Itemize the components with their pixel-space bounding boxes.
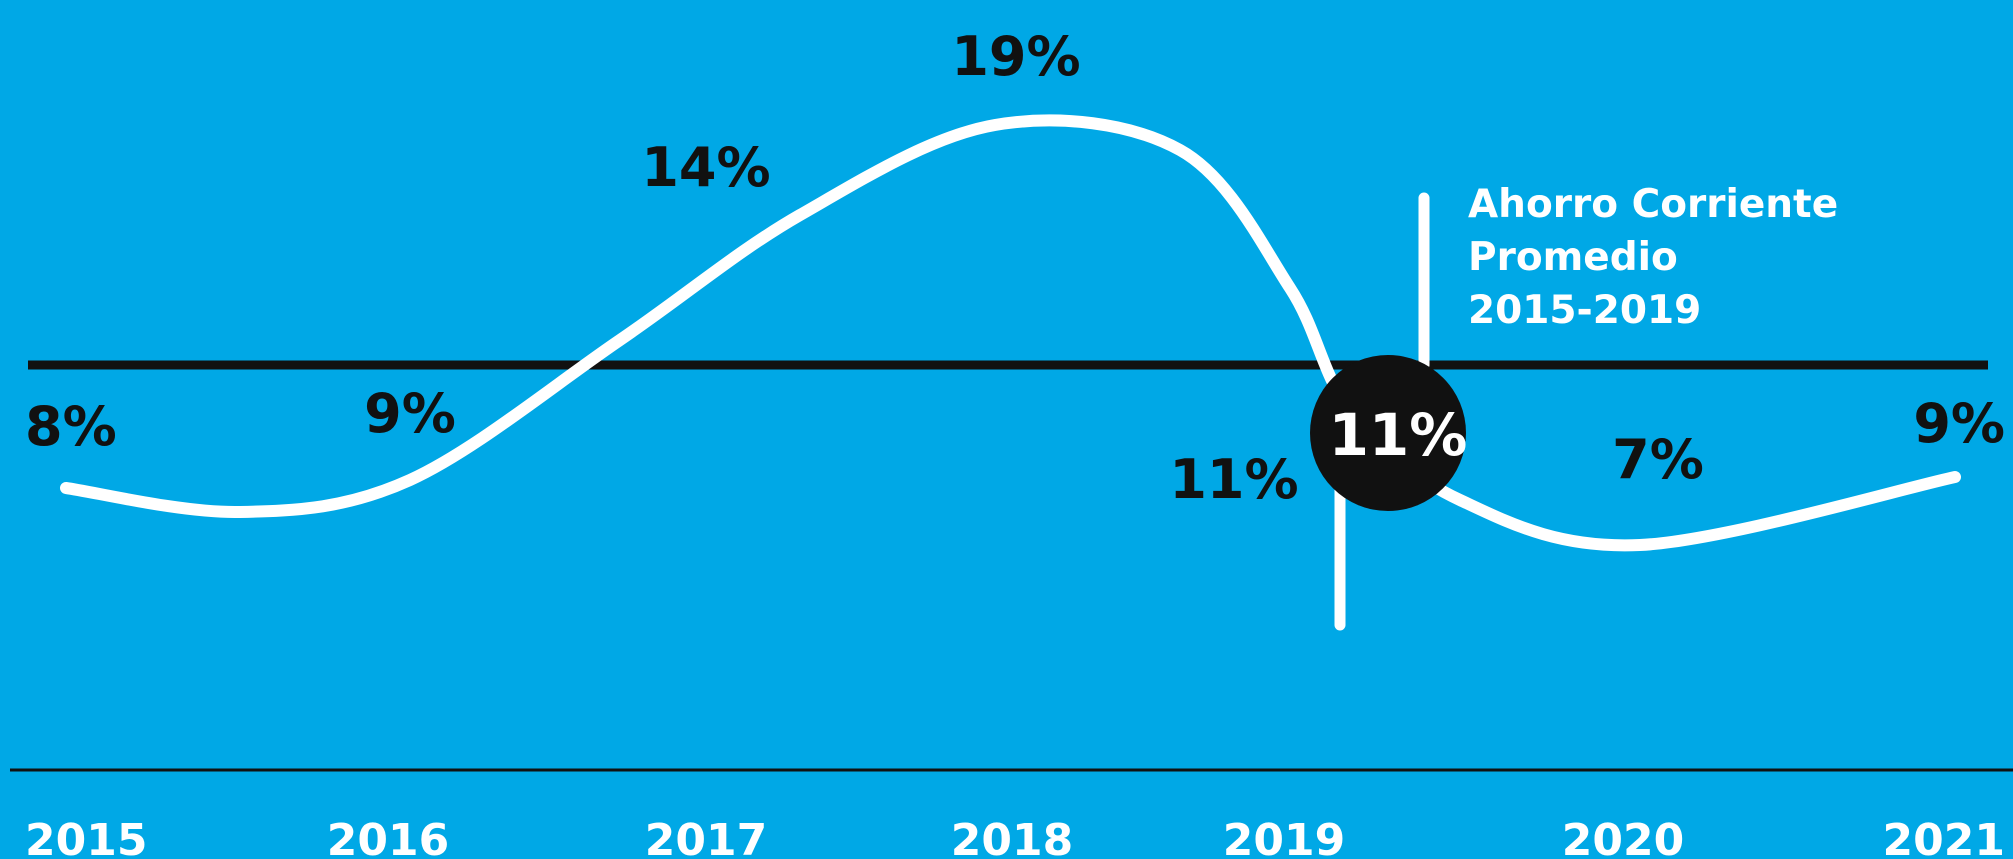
x-tick-label-2021: 2021 bbox=[1883, 815, 2005, 859]
data-label-2015: 8% bbox=[25, 395, 117, 458]
data-label-2016: 9% bbox=[364, 382, 456, 445]
annotation-line-2: Promedio bbox=[1468, 235, 1678, 280]
average-marker bbox=[1310, 355, 1466, 511]
x-tick-label-2016: 2016 bbox=[327, 815, 449, 859]
x-tick-label-2015: 2015 bbox=[25, 815, 147, 859]
data-label-2017: 14% bbox=[641, 136, 770, 199]
series-line bbox=[60, 114, 1961, 552]
x-axis-tick-labels: 2015 2016 2017 2018 2019 2020 2021 bbox=[25, 815, 2005, 859]
data-label-2020: 7% bbox=[1612, 428, 1704, 491]
x-tick-label-2019: 2019 bbox=[1223, 815, 1345, 859]
average-marker-label: 11% bbox=[1329, 401, 1468, 469]
annotation-line-1: Ahorro Corriente bbox=[1468, 182, 1838, 227]
data-label-2018: 19% bbox=[951, 25, 1080, 88]
data-labels: 8% 9% 14% 19% 11% 7% 9% bbox=[25, 25, 2005, 511]
x-tick-label-2020: 2020 bbox=[1562, 815, 1684, 859]
data-label-2021: 9% bbox=[1913, 392, 2005, 455]
x-tick-label-2018: 2018 bbox=[951, 815, 1073, 859]
annotation-line-3: 2015-2019 bbox=[1468, 288, 1701, 333]
average-annotation: Ahorro Corriente Promedio 2015-2019 bbox=[1468, 182, 1852, 333]
data-label-2019: 11% bbox=[1169, 448, 1298, 511]
x-tick-label-2017: 2017 bbox=[645, 815, 767, 859]
